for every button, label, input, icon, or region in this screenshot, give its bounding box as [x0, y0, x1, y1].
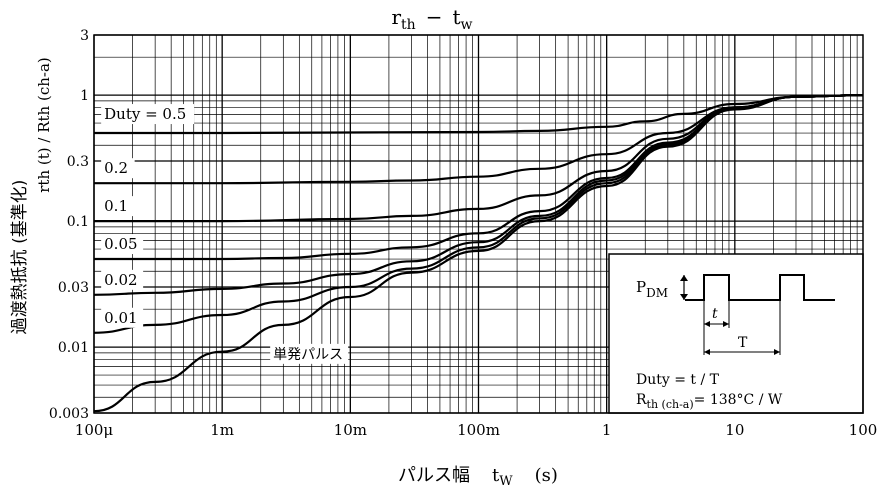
x-tick-label: 1m — [210, 421, 234, 439]
inset-T-label: T — [738, 335, 748, 351]
series-label-bg — [101, 158, 135, 179]
y-tick-labels: 3 1 0.3 0.1 0.03 0.01 0.003 — [49, 28, 89, 422]
series-label-bg — [101, 104, 195, 125]
series-label-bg — [270, 343, 349, 364]
series-label-bg — [101, 307, 144, 328]
x-axis-label: パルス幅 tW (s) — [398, 465, 558, 489]
inset-arrowhead — [704, 321, 710, 327]
series-label: 0.01 — [104, 309, 137, 327]
y-axis-label: 過渡熱抵抗 (基準化) — [10, 180, 30, 335]
y-tick-label: 3 — [80, 28, 89, 44]
inset-t-label: t — [712, 306, 718, 322]
x-tick-label: 100 — [849, 421, 878, 439]
y-tick-label: 0.1 — [67, 214, 89, 230]
series-label: 0.05 — [104, 235, 137, 253]
series-label-bg — [101, 234, 144, 255]
chart-title: rth − tw — [391, 5, 472, 33]
y-tick-label: 1 — [80, 88, 89, 104]
x-tick-label: 10m — [334, 421, 367, 439]
x-tick-label: 1 — [602, 421, 612, 439]
x-tick-labels: 100μ 1m 10m 100m 1 10 100 — [75, 421, 878, 439]
inset-pdm-label: PDM — [636, 278, 668, 300]
series-label-bg — [101, 196, 135, 217]
y-tick-label: 0.3 — [67, 154, 89, 170]
series-labels: Duty = 0.5 0.2 0.1 0.05 0.02 0.01 単発パルス — [101, 104, 349, 364]
series-label: 0.02 — [104, 271, 137, 289]
inset-arrowhead — [723, 321, 729, 327]
inset-pulse-waveform — [685, 274, 835, 301]
inset-rth-text: Rth (ch-a)= 138°C / W — [636, 392, 783, 411]
pulse-waveform-inset: PDM t T Duty = t / T Rth (ch-a)= 138°C /… — [608, 253, 864, 414]
inset-duty-text: Duty = t / T — [636, 372, 720, 388]
inset-arrowhead — [680, 294, 688, 300]
y-tick-label: 0.003 — [49, 406, 89, 422]
y-tick-label: 0.03 — [58, 280, 89, 296]
series-label: 0.1 — [104, 197, 128, 215]
inset-arrowhead — [774, 349, 780, 355]
series-line — [94, 94, 864, 135]
plot-frame — [93, 34, 864, 414]
series-layer — [93, 94, 864, 413]
x-tick-label: 100m — [457, 421, 500, 439]
series-label-bg — [101, 269, 144, 290]
series-label: Duty = 0.5 — [104, 105, 186, 123]
inset-arrowhead — [680, 275, 688, 281]
x-tick-label: 10 — [725, 421, 744, 439]
series-line — [93, 94, 864, 413]
y-tick-label: 0.01 — [58, 340, 89, 356]
y-axis-symbol: rth (t) / Rth (ch-a) — [35, 57, 53, 192]
x-tick-label: 100μ — [75, 421, 114, 439]
series-label: 単発パルス — [273, 347, 343, 363]
series-label: 0.2 — [104, 159, 128, 177]
inset-arrowhead — [704, 349, 710, 355]
inset-box — [608, 253, 864, 414]
